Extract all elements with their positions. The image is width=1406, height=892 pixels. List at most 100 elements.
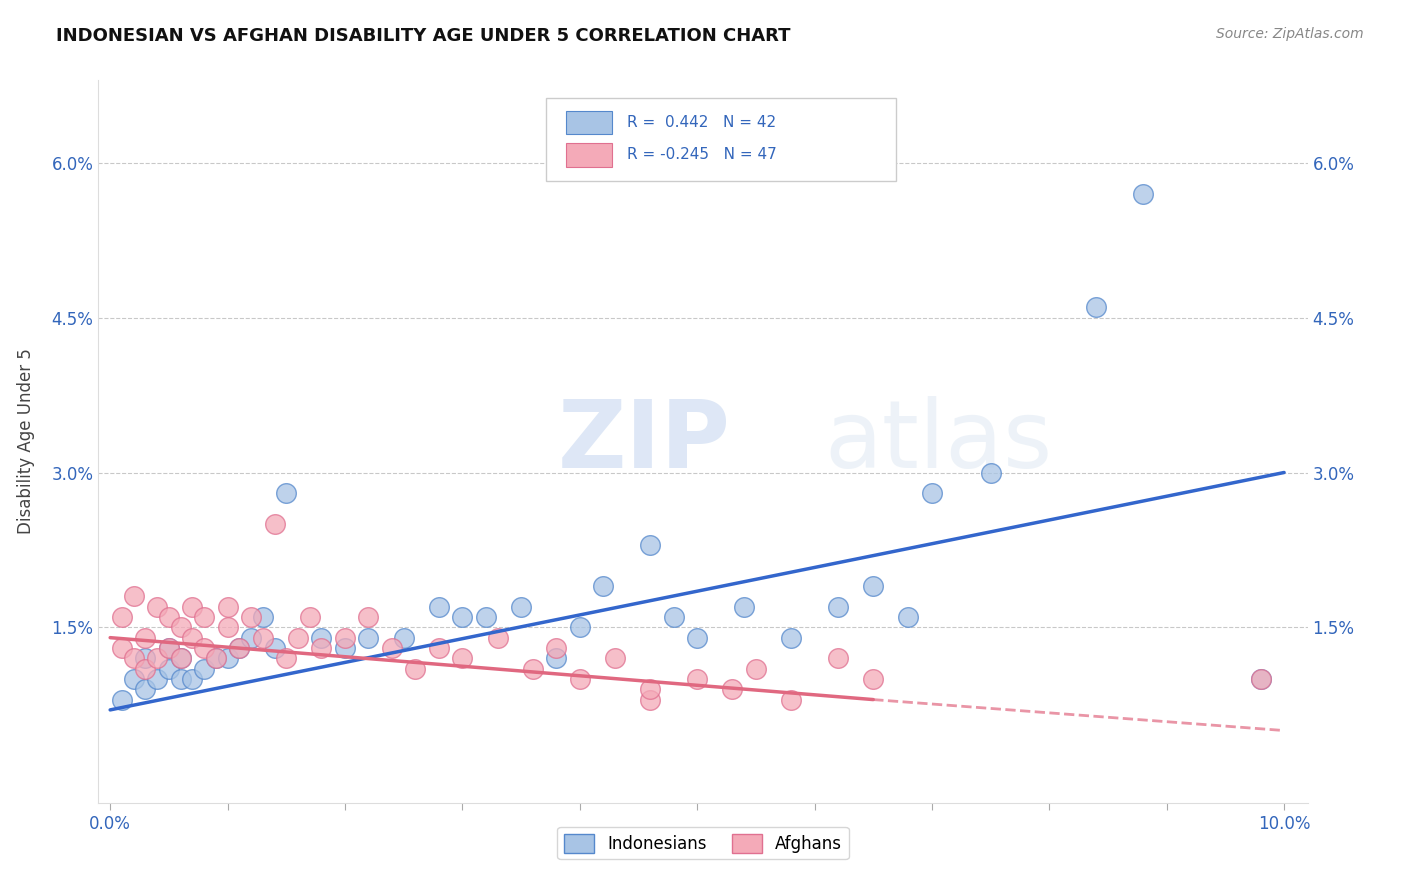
Point	[217, 599, 239, 614]
Point	[486, 631, 509, 645]
Point	[181, 672, 204, 686]
Bar	[567, 143, 613, 167]
Point	[311, 631, 333, 645]
Point	[311, 640, 333, 655]
Point	[638, 682, 661, 697]
Point	[921, 486, 943, 500]
Point	[240, 631, 263, 645]
Point	[111, 640, 134, 655]
Point	[451, 610, 474, 624]
Point	[122, 651, 145, 665]
Point	[169, 620, 191, 634]
Point	[193, 640, 215, 655]
Point	[392, 631, 415, 645]
Text: R =  0.442   N = 42: R = 0.442 N = 42	[627, 115, 776, 129]
Point	[546, 640, 568, 655]
Point	[686, 672, 709, 686]
Point	[263, 517, 285, 532]
Point	[169, 672, 191, 686]
Point	[181, 599, 204, 614]
Point	[475, 610, 498, 624]
Point	[357, 610, 380, 624]
Point	[111, 692, 134, 706]
Text: atlas: atlas	[824, 395, 1052, 488]
Point	[134, 651, 156, 665]
Point	[357, 631, 380, 645]
Point	[780, 692, 803, 706]
Point	[1250, 672, 1272, 686]
Point	[603, 651, 626, 665]
Point	[204, 651, 226, 665]
Point	[638, 538, 661, 552]
Point	[228, 640, 250, 655]
Point	[897, 610, 920, 624]
Point	[134, 682, 156, 697]
Point	[662, 610, 685, 624]
Bar	[567, 111, 613, 135]
Point	[1250, 672, 1272, 686]
Point	[510, 599, 533, 614]
Text: ZIP: ZIP	[558, 395, 731, 488]
Point	[157, 640, 180, 655]
Point	[169, 651, 191, 665]
Point	[287, 631, 309, 645]
Text: Source: ZipAtlas.com: Source: ZipAtlas.com	[1216, 27, 1364, 41]
Text: R = -0.245   N = 47: R = -0.245 N = 47	[627, 147, 776, 162]
Point	[404, 662, 426, 676]
Point	[217, 620, 239, 634]
Legend: Indonesians, Afghans: Indonesians, Afghans	[557, 827, 849, 860]
Point	[276, 486, 298, 500]
Point	[592, 579, 614, 593]
Point	[638, 692, 661, 706]
Point	[134, 631, 156, 645]
Point	[522, 662, 544, 676]
Point	[157, 662, 180, 676]
Point	[780, 631, 803, 645]
Point	[568, 672, 591, 686]
Point	[721, 682, 744, 697]
Point	[381, 640, 404, 655]
Point	[252, 631, 274, 645]
Point	[157, 640, 180, 655]
Point	[862, 579, 884, 593]
Point	[1132, 186, 1154, 201]
Point	[298, 610, 321, 624]
Point	[122, 590, 145, 604]
Point	[146, 599, 169, 614]
Point	[252, 610, 274, 624]
Point	[980, 466, 1002, 480]
Point	[263, 640, 285, 655]
Point	[276, 651, 298, 665]
Text: INDONESIAN VS AFGHAN DISABILITY AGE UNDER 5 CORRELATION CHART: INDONESIAN VS AFGHAN DISABILITY AGE UNDE…	[56, 27, 790, 45]
Y-axis label: Disability Age Under 5: Disability Age Under 5	[17, 349, 35, 534]
Point	[204, 651, 226, 665]
Point	[686, 631, 709, 645]
Point	[193, 610, 215, 624]
Point	[146, 672, 169, 686]
Point	[157, 610, 180, 624]
Point	[181, 631, 204, 645]
Point	[427, 640, 450, 655]
Point	[122, 672, 145, 686]
Point	[193, 662, 215, 676]
Point	[228, 640, 250, 655]
Point	[827, 651, 849, 665]
Point	[217, 651, 239, 665]
FancyBboxPatch shape	[546, 98, 897, 181]
Point	[427, 599, 450, 614]
Point	[546, 651, 568, 665]
Point	[733, 599, 755, 614]
Point	[146, 651, 169, 665]
Point	[451, 651, 474, 665]
Point	[134, 662, 156, 676]
Point	[745, 662, 768, 676]
Point	[827, 599, 849, 614]
Point	[333, 631, 356, 645]
Point	[111, 610, 134, 624]
Point	[169, 651, 191, 665]
Point	[568, 620, 591, 634]
Point	[1085, 301, 1108, 315]
Point	[333, 640, 356, 655]
Point	[240, 610, 263, 624]
Point	[862, 672, 884, 686]
